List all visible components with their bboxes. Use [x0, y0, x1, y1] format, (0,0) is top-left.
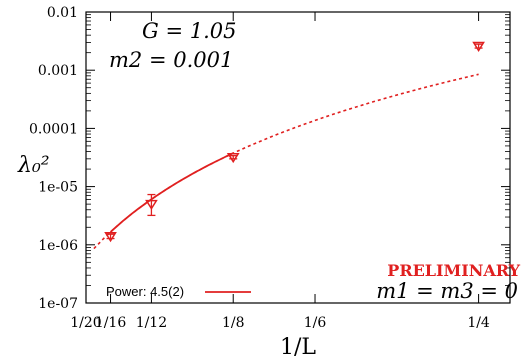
- legend-text: Power: 4.5(2): [106, 284, 184, 299]
- data-point: [145, 199, 158, 211]
- data-point: [104, 232, 117, 243]
- y-tick-label: 1e-06: [38, 238, 78, 254]
- data-point: [472, 41, 485, 52]
- y-tick-label: 0.0001: [29, 121, 78, 137]
- x-tick-label: 1/20: [70, 315, 101, 331]
- annotation-g: G = 1.05: [142, 19, 236, 43]
- x-tick-label: 1/6: [304, 315, 327, 331]
- x-tick-label: 1/12: [136, 315, 167, 331]
- y-tick-label: 0.001: [38, 63, 78, 79]
- fit-line-solid: [109, 152, 234, 233]
- y-tick-label: 1e-07: [38, 296, 78, 312]
- x-tick-label: 1/4: [467, 315, 490, 331]
- annotation-m2: m2 = 0.001: [109, 48, 233, 72]
- annotation-m13: m1 = m3 = 0: [376, 279, 518, 303]
- x-axis-label: 1/L: [280, 335, 316, 360]
- y-tick-label: 1e-05: [38, 180, 78, 196]
- data-point: [226, 152, 240, 164]
- plot-frame: [85, 11, 511, 304]
- x-tick-label: 1/8: [222, 315, 245, 331]
- preliminary-label: PRELIMINARY: [387, 261, 520, 280]
- data-points: [104, 41, 485, 243]
- x-tick-label: 1/16: [95, 315, 127, 331]
- fit-line: [93, 73, 479, 250]
- fit-line-dashed: [93, 73, 479, 250]
- axes: 1e-07 1e-06 1e-05 0.0001 0.001 0.01 1/201/16 1/…: [29, 5, 511, 331]
- y-axis-label: λ₀²: [17, 153, 50, 178]
- y-tick-label: 0.01: [47, 5, 78, 21]
